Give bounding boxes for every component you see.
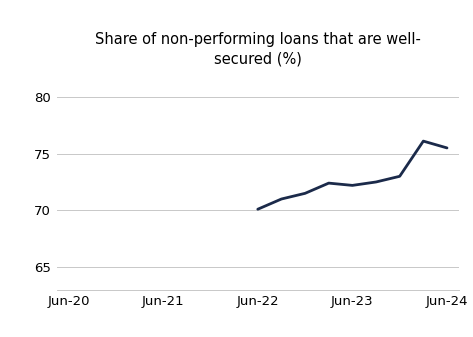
Title: Share of non-performing loans that are well-
secured (%): Share of non-performing loans that are w… (95, 32, 420, 66)
